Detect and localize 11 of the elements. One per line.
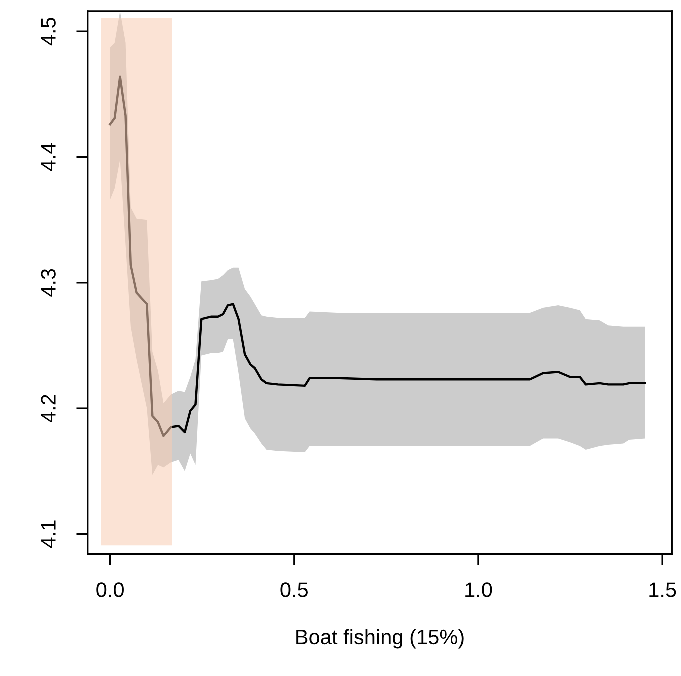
y-tick-label: 4.1 [41,520,56,548]
x-axis-title: Boat fishing (15%) [296,629,464,649]
line-series [109,76,646,438]
y-tick-label: 4.5 [41,18,56,46]
y-tick-label: 4.2 [41,395,56,423]
x-tick-label: 0.5 [280,582,308,598]
y-tick-label: 4.3 [41,269,56,297]
x-tick-label: 1.0 [466,582,492,598]
y-tick-label: 4.4 [41,143,56,172]
x-tick-label: 0.0 [96,582,124,598]
x-tick-label: 1.5 [650,582,676,598]
